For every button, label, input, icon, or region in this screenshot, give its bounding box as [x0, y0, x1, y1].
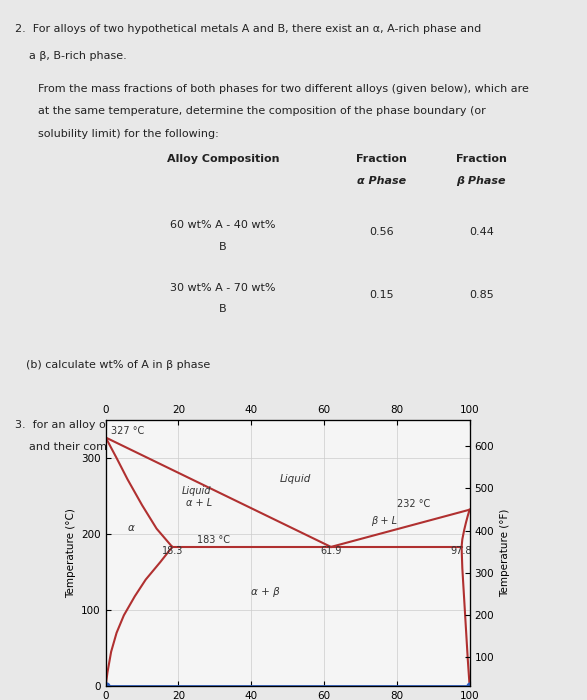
Text: 0.85: 0.85: [469, 290, 494, 300]
Text: 232 °C: 232 °C: [397, 499, 430, 510]
Text: Fraction: Fraction: [456, 154, 507, 164]
Text: α Phase: α Phase: [357, 176, 406, 186]
Text: 0.44: 0.44: [469, 228, 494, 237]
Text: 61.9: 61.9: [321, 546, 342, 556]
Text: 2.  For alloys of two hypothetical metals A and B, there exist an α, A-rich phas: 2. For alloys of two hypothetical metals…: [15, 25, 481, 34]
Text: at the same temperature, determine the composition of the phase boundary (or: at the same temperature, determine the c…: [38, 106, 486, 116]
Text: From the mass fractions of both phases for two different alloys (given below), w: From the mass fractions of both phases f…: [38, 84, 529, 94]
Text: B: B: [220, 304, 227, 314]
Text: Alloy Composition: Alloy Composition: [167, 154, 279, 164]
Y-axis label: Temperature (°C): Temperature (°C): [66, 508, 76, 598]
Text: 60 wt% A - 40 wt%: 60 wt% A - 40 wt%: [170, 220, 276, 230]
Text: Fraction: Fraction: [356, 154, 407, 164]
Text: 0.15: 0.15: [369, 290, 394, 300]
Text: Liquid: Liquid: [279, 475, 311, 484]
Text: α + β: α + β: [251, 587, 280, 597]
Text: a β, B-rich phase.: a β, B-rich phase.: [15, 51, 126, 61]
Text: 183 °C: 183 °C: [197, 535, 230, 545]
Text: β Phase: β Phase: [457, 176, 506, 186]
Text: 0.56: 0.56: [369, 228, 394, 237]
Text: and their composition(s) at 200°C.: and their composition(s) at 200°C.: [15, 442, 221, 452]
Text: β + L: β + L: [372, 516, 397, 526]
Text: 18.3: 18.3: [161, 546, 183, 556]
Text: α: α: [128, 523, 134, 533]
Text: B: B: [220, 241, 227, 251]
Text: 30 wt% A - 70 wt%: 30 wt% A - 70 wt%: [170, 284, 276, 293]
Text: solubility limit) for the following:: solubility limit) for the following:: [38, 129, 219, 139]
Text: 3.  for an alloy of composition 25 wt% Sn - 75 wt% Pb, state the phase(s) presen: 3. for an alloy of composition 25 wt% Sn…: [15, 420, 468, 430]
Text: 97.8: 97.8: [451, 546, 473, 556]
Text: 327 °C: 327 °C: [111, 426, 144, 436]
Y-axis label: Temperature (°F): Temperature (°F): [500, 509, 510, 597]
Text: α + L: α + L: [185, 498, 212, 508]
Text: Liquid: Liquid: [182, 486, 211, 496]
Text: (b) calculate wt% of A in β phase: (b) calculate wt% of A in β phase: [26, 360, 211, 370]
